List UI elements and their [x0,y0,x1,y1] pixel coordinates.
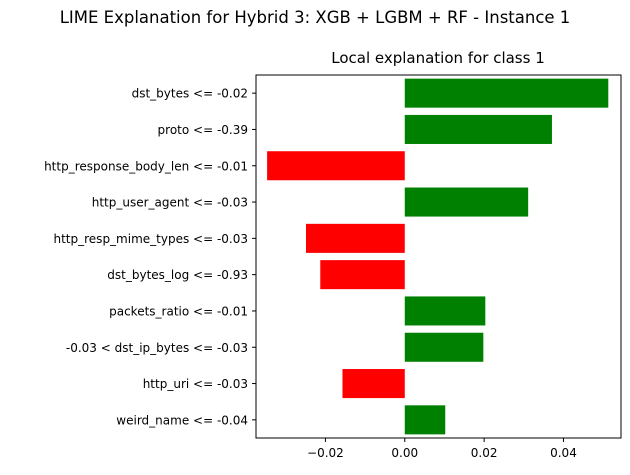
y-tick-label-2: http_response_body_len <= -0.01 [44,159,248,173]
y-tick-group: dst_bytes <= -0.02 proto <= -0.39 http_res… [44,87,256,427]
x-tick-label-1: 0.00 [391,446,418,460]
bar-5 [320,260,405,290]
bar-0 [404,78,609,108]
y-tick-label-9: weird_name <= -0.04 [116,413,248,427]
bars-group [267,78,609,435]
y-tick-label-3: http_user_agent <= -0.03 [92,196,248,210]
y-tick-label-6: packets_ratio <= -0.01 [109,304,248,318]
x-tick-label-2: 0.02 [471,446,498,460]
y-tick-label-0: dst_bytes <= -0.02 [132,87,248,101]
y-tick-label-4: http_resp_mime_types <= -0.03 [54,232,249,246]
x-tick-label-3: 0.04 [550,446,577,460]
y-tick-label-1: proto <= -0.39 [158,123,248,137]
bar-7 [404,332,484,362]
bar-9 [404,405,446,435]
bar-3 [404,187,529,217]
y-tick-label-5: dst_bytes_log <= -0.93 [107,268,248,282]
bar-8 [342,369,405,399]
x-tick-group: −0.02 0.00 0.02 0.04 [307,438,577,460]
figure-suptitle: LIME Explanation for Hybrid 3: XGB + LGB… [59,8,571,27]
plot-frame [255,74,622,439]
bar-6 [404,296,486,326]
bar-2 [267,151,405,181]
x-tick-label-0: −0.02 [307,446,344,460]
bar-4 [305,223,405,253]
y-tick-label-8: http_uri <= -0.03 [143,377,248,391]
y-tick-label-7: -0.03 < dst_ip_bytes <= -0.03 [66,341,248,355]
bar-1 [404,114,552,144]
chart-title: Local explanation for class 1 [331,49,545,67]
